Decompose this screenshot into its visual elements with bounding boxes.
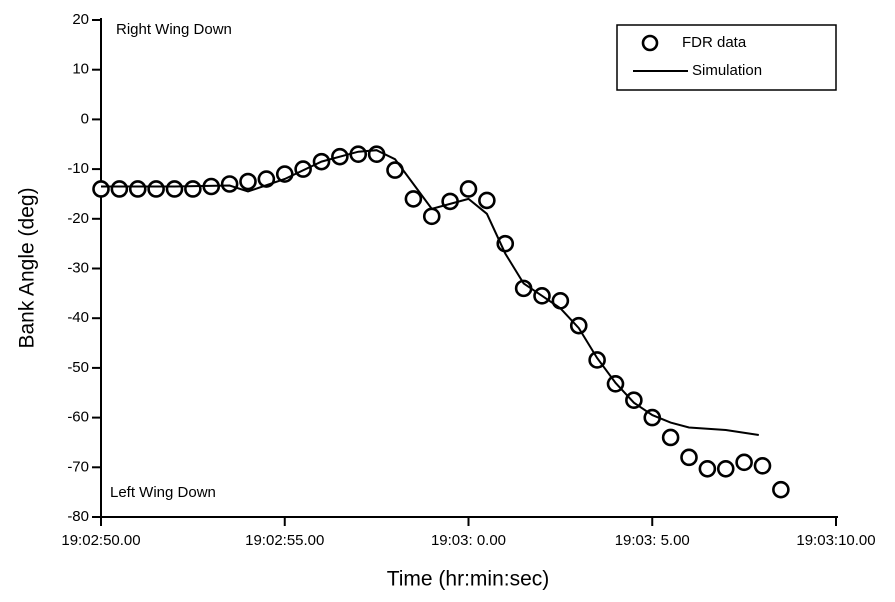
data-point xyxy=(698,459,717,478)
data-point xyxy=(367,145,386,163)
data-point xyxy=(294,160,312,178)
legend-label: Simulation xyxy=(692,62,762,79)
x-tick-label: 19:03:10.00 xyxy=(796,532,875,549)
data-point xyxy=(220,175,239,193)
y-tick-label: -30 xyxy=(67,259,89,276)
data-point xyxy=(716,459,735,478)
legend-label: FDR data xyxy=(682,34,747,51)
y-tick-label: -50 xyxy=(67,359,89,376)
data-point xyxy=(735,453,753,472)
y-tick-label: -40 xyxy=(67,309,89,326)
data-point xyxy=(459,180,478,198)
data-point xyxy=(422,207,441,226)
data-point xyxy=(441,192,459,211)
data-point xyxy=(184,180,202,198)
data-point xyxy=(239,172,257,191)
data-point xyxy=(165,180,184,198)
data-point xyxy=(478,191,496,210)
x-tick-label: 19:02:55.00 xyxy=(245,532,324,549)
y-tick-label: -80 xyxy=(67,508,89,525)
data-point xyxy=(128,180,147,198)
data-point xyxy=(680,448,698,467)
annotation: Right Wing Down xyxy=(116,21,232,38)
data-point xyxy=(147,180,165,198)
legend-marker xyxy=(641,34,659,52)
simulation-line xyxy=(101,149,759,436)
data-point xyxy=(551,292,570,310)
y-tick-label: -70 xyxy=(67,458,89,475)
data-point xyxy=(110,180,129,198)
data-point xyxy=(625,391,643,410)
data-point xyxy=(753,457,772,475)
x-tick-label: 19:03: 0.00 xyxy=(431,532,506,549)
x-axis-title: Time (hr:min:sec) xyxy=(387,568,550,591)
y-tick-label: -20 xyxy=(67,210,89,227)
data-point xyxy=(661,428,680,447)
data-point xyxy=(569,316,588,335)
y-tick-label: 20 xyxy=(72,11,89,28)
data-point xyxy=(257,170,276,188)
y-tick-label: 10 xyxy=(72,61,89,78)
y-axis-title: Bank Angle (deg) xyxy=(16,187,39,348)
data-point xyxy=(772,480,790,499)
x-tick-label: 19:03: 5.00 xyxy=(615,532,690,549)
data-point xyxy=(404,190,423,208)
x-tick-label: 19:02:50.00 xyxy=(61,532,140,549)
y-tick-label: -60 xyxy=(67,409,89,426)
annotation: Left Wing Down xyxy=(110,484,216,501)
y-tick-label: -10 xyxy=(67,160,89,177)
data-point xyxy=(349,145,368,163)
y-tick-label: 0 xyxy=(81,110,89,127)
data-point xyxy=(92,180,110,198)
